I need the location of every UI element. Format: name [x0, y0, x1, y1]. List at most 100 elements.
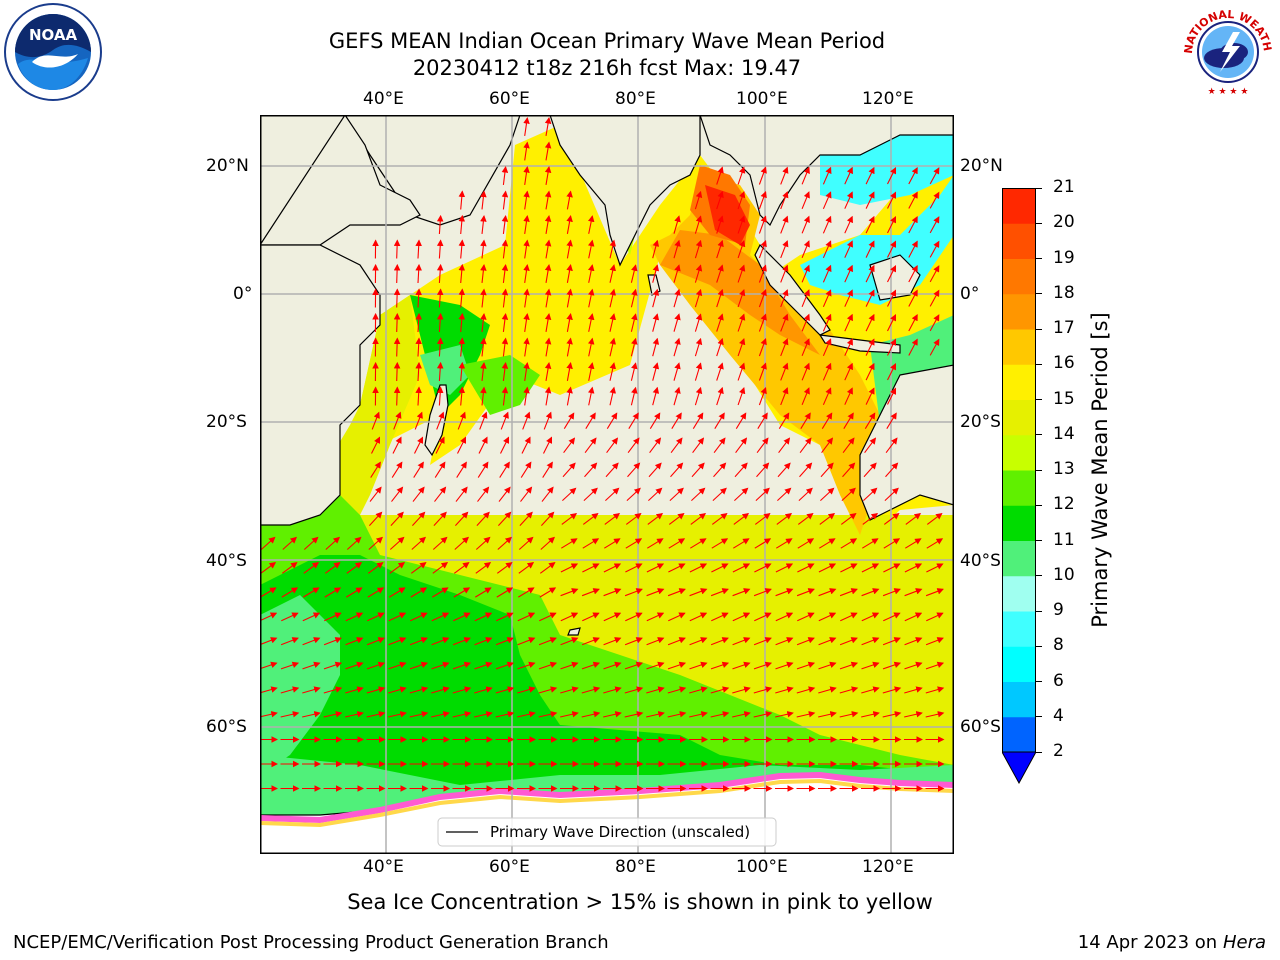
map-frame: [260, 115, 954, 854]
direction-arrow: [801, 166, 810, 185]
direction-arrow: [883, 563, 901, 573]
direction-arrow: [908, 314, 918, 332]
direction-arrow: [371, 436, 380, 454]
direction-arrow: [498, 486, 511, 502]
direction-arrow: [673, 337, 681, 357]
direction-arrow: [367, 562, 384, 574]
direction-arrow: [495, 686, 515, 694]
direction-arrow: [929, 216, 940, 234]
direction-arrow: [904, 563, 923, 573]
direction-arrow: [926, 512, 943, 525]
direction-arrow: [436, 214, 444, 235]
direction-arrow: [753, 686, 773, 694]
direction-arrow: [523, 337, 530, 357]
colorbar-tick-label: 4: [1053, 705, 1064, 726]
direction-arrow: [710, 686, 730, 694]
direction-arrow: [544, 264, 552, 283]
direction-arrow: [366, 711, 386, 718]
colorbar: [1001, 188, 1037, 785]
lon-tick-bottom-100: 100°E: [736, 857, 788, 877]
direction-arrow: [458, 361, 466, 382]
colorbar-tick-mark: [1036, 258, 1042, 259]
direction-arrow: [584, 462, 598, 478]
direction-arrow: [865, 264, 875, 283]
direction-arrow: [673, 215, 681, 234]
direction-arrow: [716, 362, 724, 381]
direction-arrow: [544, 362, 552, 381]
direction-arrow: [388, 711, 407, 718]
direction-arrow: [538, 686, 558, 694]
direction-arrow: [737, 288, 746, 308]
direction-arrow: [523, 313, 530, 332]
colorbar-segment: [1002, 646, 1036, 682]
direction-arrow: [863, 462, 877, 478]
direction-arrow: [691, 487, 706, 502]
colorbar-segment: [1002, 223, 1036, 259]
direction-arrow: [668, 538, 686, 549]
direction-arrow: [566, 337, 573, 357]
direction-arrow: [882, 637, 901, 646]
direction-arrow: [458, 263, 466, 284]
direction-arrow: [540, 536, 556, 550]
lat-tick-left-40s: 40°S: [206, 551, 247, 571]
direction-arrow: [581, 588, 600, 597]
direction-arrow: [904, 686, 923, 694]
direction-arrow: [393, 337, 401, 357]
direction-arrow: [499, 461, 510, 478]
direction-arrow: [673, 264, 681, 283]
direction-arrow: [604, 538, 621, 549]
direction-arrow: [822, 215, 832, 234]
direction-arrow: [480, 264, 487, 283]
direction-arrow: [281, 612, 299, 622]
direction-arrow: [799, 462, 813, 478]
direction-arrow: [820, 487, 835, 502]
direction-arrow: [667, 661, 687, 670]
direction-arrow: [775, 588, 794, 597]
direction-arrow: [801, 264, 810, 283]
colorbar-segment: [1002, 258, 1036, 295]
direction-arrow: [539, 562, 556, 574]
direction-arrow: [474, 686, 493, 694]
direction-arrow: [865, 387, 875, 405]
direction-arrow: [908, 216, 918, 234]
colorbar-tick-mark: [1036, 434, 1042, 436]
direction-arrow: [737, 166, 746, 185]
colorbar-segment: [1002, 540, 1036, 577]
direction-arrow: [411, 536, 427, 550]
direction-arrow: [436, 288, 444, 308]
colorbar-segment: [1002, 434, 1036, 471]
direction-arrow: [474, 612, 493, 622]
direction-arrow: [521, 436, 531, 454]
direction-arrow: [887, 387, 896, 405]
direction-arrow: [495, 661, 515, 670]
direction-arrow: [517, 686, 536, 694]
direction-arrow: [753, 588, 772, 597]
direction-arrow: [606, 437, 619, 454]
direction-arrow: [925, 686, 945, 694]
direction-arrow: [714, 412, 725, 429]
direction-arrow: [671, 412, 682, 429]
direction-arrow: [453, 612, 471, 622]
direction-arrow: [673, 313, 681, 332]
direction-arrow: [518, 536, 534, 550]
direction-arrow: [474, 637, 493, 646]
direction-arrow: [538, 661, 558, 670]
direction-arrow: [753, 661, 773, 670]
direction-arrow: [409, 661, 429, 670]
direction-arrow: [780, 338, 789, 357]
direction-arrow: [366, 661, 386, 670]
direction-arrow: [775, 711, 794, 718]
footer-host: Hera: [1222, 932, 1266, 953]
direction-arrow: [758, 239, 767, 259]
direction-arrow: [544, 386, 552, 406]
direction-arrow: [646, 711, 665, 718]
direction-arrow: [865, 289, 875, 307]
direction-arrow: [520, 461, 532, 478]
direction-arrow: [501, 386, 509, 406]
colorbar-segment: [1002, 716, 1036, 753]
direction-arrow: [520, 486, 533, 502]
direction-arrow: [393, 386, 401, 406]
direction-arrow: [436, 263, 444, 284]
direction-arrow: [887, 191, 896, 209]
colorbar-frame: [1002, 188, 1036, 752]
